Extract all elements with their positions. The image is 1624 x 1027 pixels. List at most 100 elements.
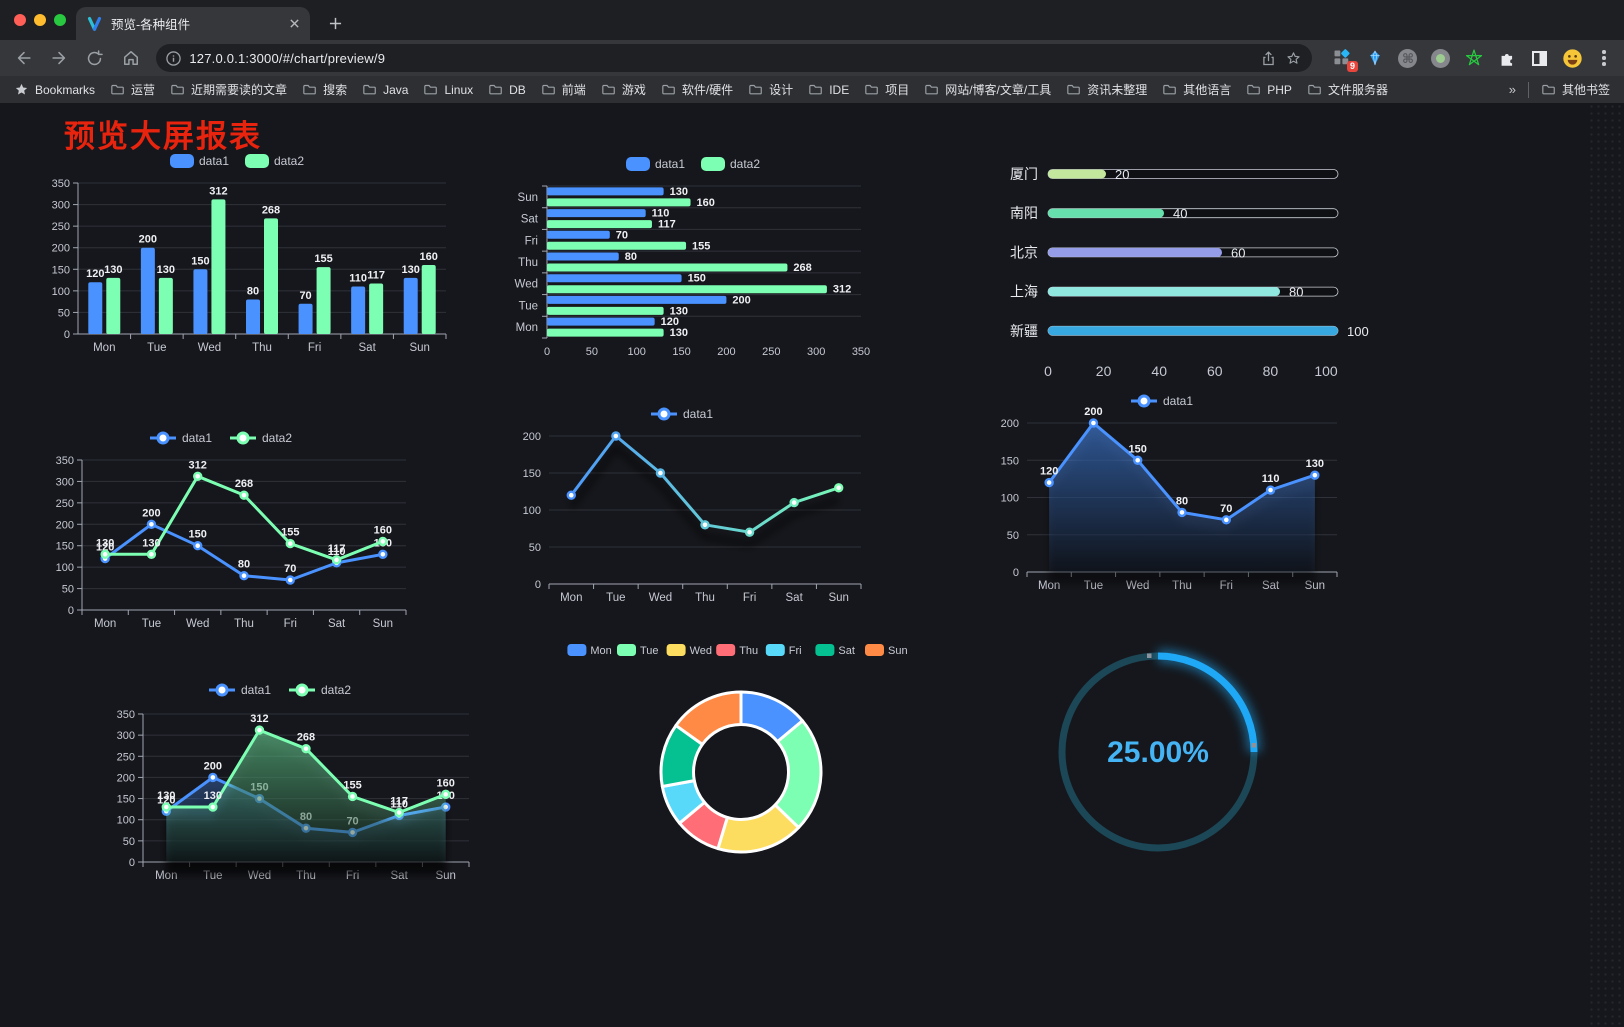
- svg-text:0: 0: [535, 579, 541, 591]
- svg-text:Sun: Sun: [828, 592, 848, 604]
- vertical-bar-chart[interactable]: 0 50 100 150 200 250 300 350 Mon 120 130 Tue 200 130 W…: [30, 147, 460, 362]
- svg-text:130: 130: [670, 305, 688, 317]
- svg-text:Sat: Sat: [328, 618, 346, 630]
- svg-text:250: 250: [56, 498, 74, 510]
- new-tab-button[interactable]: [322, 10, 348, 36]
- svg-text:60: 60: [1231, 245, 1245, 260]
- svg-text:120: 120: [1040, 466, 1058, 478]
- svg-text:0: 0: [129, 857, 135, 869]
- bookmark-folder[interactable]: DB: [488, 81, 526, 98]
- svg-text:20: 20: [1096, 363, 1112, 379]
- extension-badge: 9: [1346, 61, 1358, 72]
- svg-text:100: 100: [52, 286, 70, 298]
- svg-text:130: 130: [1306, 458, 1324, 470]
- back-button[interactable]: [10, 44, 38, 72]
- bookmark-star-icon[interactable]: [1285, 50, 1302, 67]
- recorder-extension-icon[interactable]: [1429, 46, 1453, 70]
- minimize-window-button[interactable]: [34, 14, 46, 26]
- svg-text:117: 117: [658, 219, 676, 231]
- tab-close-icon[interactable]: [289, 18, 300, 29]
- svg-text:80: 80: [625, 251, 637, 263]
- area-chart-single[interactable]: 0 50 100 150 200 Mon Tue Wed Thu Fri Sat Sun 120 200 1…: [985, 387, 1357, 598]
- share-icon[interactable]: [1260, 50, 1277, 67]
- svg-text:150: 150: [191, 255, 209, 267]
- home-button[interactable]: [117, 44, 145, 72]
- svg-text:130: 130: [104, 264, 122, 276]
- close-window-button[interactable]: [14, 14, 26, 26]
- bookmark-folder[interactable]: 项目: [864, 81, 909, 98]
- svg-text:Tue: Tue: [519, 300, 538, 312]
- bookmark-folder[interactable]: PHP: [1246, 81, 1292, 98]
- browser-tab[interactable]: 预览-各种组件: [76, 7, 310, 40]
- pentagram-extension-icon[interactable]: [1462, 46, 1486, 70]
- bookmark-folder[interactable]: Linux: [423, 81, 473, 98]
- profile-avatar[interactable]: [1561, 46, 1585, 70]
- svg-text:130: 130: [142, 537, 160, 549]
- svg-text:25.00%: 25.00%: [1107, 736, 1209, 769]
- svg-text:155: 155: [343, 779, 361, 791]
- donut-chart[interactable]: Mon Tue Wed Thu Fri Sat Sun: [548, 634, 934, 890]
- svg-text:350: 350: [52, 178, 70, 190]
- bookmark-folder[interactable]: 其他语言: [1162, 81, 1231, 98]
- svg-text:50: 50: [123, 836, 135, 848]
- svg-text:Mon: Mon: [94, 618, 116, 630]
- progress-bar-chart[interactable]: 厦门 20 南阳 40 北京 60 上海 80 新疆 100 0 20 40 60 80 100: [990, 150, 1382, 385]
- bookmark-folder[interactable]: 文件服务器: [1307, 81, 1388, 98]
- svg-text:上海: 上海: [1010, 284, 1038, 300]
- svg-text:80: 80: [238, 559, 250, 571]
- svg-text:Sun: Sun: [518, 192, 538, 204]
- svg-text:Sat: Sat: [521, 214, 539, 226]
- url-bar[interactable]: 127.0.0.1:3000/#/chart/preview/9: [156, 44, 1312, 72]
- svg-text:Wed: Wed: [649, 592, 672, 604]
- svg-text:Thu: Thu: [518, 257, 538, 269]
- svg-text:新疆: 新疆: [1010, 323, 1038, 339]
- other-bookmarks-folder[interactable]: 其他书签: [1541, 81, 1610, 98]
- bookmarks-manager[interactable]: Bookmarks: [14, 82, 95, 97]
- contrast-extension-icon[interactable]: [1528, 46, 1552, 70]
- bookmark-folder[interactable]: 设计: [748, 81, 793, 98]
- svg-text:100: 100: [1347, 324, 1369, 339]
- bookmark-folder[interactable]: 软件/硬件: [661, 81, 733, 98]
- svg-text:160: 160: [374, 524, 392, 536]
- bookmark-folder[interactable]: Java: [362, 81, 408, 98]
- svg-text:70: 70: [616, 229, 628, 241]
- svg-text:312: 312: [250, 713, 268, 725]
- reload-button[interactable]: [81, 44, 109, 72]
- browser-menu-icon[interactable]: [1594, 46, 1614, 70]
- svg-text:160: 160: [420, 251, 438, 263]
- bookmark-folder[interactable]: 前端: [541, 81, 586, 98]
- bookmark-folder[interactable]: 近期需要读的文章: [170, 81, 287, 98]
- svg-text:Tue: Tue: [147, 342, 166, 354]
- command-extension-icon[interactable]: ⌘: [1396, 46, 1420, 70]
- svg-text:120: 120: [157, 794, 175, 806]
- forward-button[interactable]: [46, 44, 74, 72]
- bookmarks-overflow-chevron[interactable]: »: [1508, 82, 1516, 97]
- site-info-icon[interactable]: [166, 50, 182, 66]
- extensions-puzzle-icon[interactable]: [1495, 46, 1519, 70]
- line-chart-basic[interactable]: 0 50 100 150 200 250 300 350 Mon Tue Wed Thu Fri Sat S…: [38, 424, 422, 638]
- svg-text:70: 70: [299, 290, 311, 302]
- gauge-chart[interactable]: 25.00%: [1040, 638, 1276, 870]
- svg-text:data1: data1: [199, 154, 229, 168]
- bookmark-folder[interactable]: 游戏: [601, 81, 646, 98]
- svg-text:100: 100: [1001, 493, 1019, 505]
- line-chart-gradient[interactable]: 0 50 100 150 200 Mon Tue Wed Thu Fri Sat Sun data1: [505, 400, 877, 610]
- bookmark-folder[interactable]: IDE: [808, 81, 849, 98]
- area-chart-double[interactable]: 0 50 100 150 200 250 300 350 Mon Tue Wed Thu Fri Sat S…: [95, 676, 483, 890]
- svg-text:130: 130: [670, 327, 688, 339]
- adblock-extension-icon[interactable]: 9: [1330, 46, 1358, 72]
- bookmark-folder[interactable]: 运营: [110, 81, 155, 98]
- zoom-window-button[interactable]: [54, 14, 66, 26]
- bookmark-folder[interactable]: 网站/博客/文章/工具: [924, 81, 1051, 98]
- horizontal-bar-chart[interactable]: 0 50 100 150 200 250 300 350 Mon 120 130 Tue 200 130 W…: [505, 150, 897, 364]
- svg-text:155: 155: [281, 527, 299, 539]
- svg-text:Sun: Sun: [409, 342, 429, 354]
- svg-text:150: 150: [117, 794, 135, 806]
- gem-extension-icon[interactable]: [1363, 46, 1387, 70]
- svg-text:Tue: Tue: [142, 618, 161, 630]
- url-text[interactable]: 127.0.0.1:3000/#/chart/preview/9: [189, 50, 386, 66]
- svg-text:300: 300: [56, 476, 74, 488]
- bookmark-folder[interactable]: 搜索: [302, 81, 347, 98]
- bookmark-folder[interactable]: 资讯未整理: [1066, 81, 1147, 98]
